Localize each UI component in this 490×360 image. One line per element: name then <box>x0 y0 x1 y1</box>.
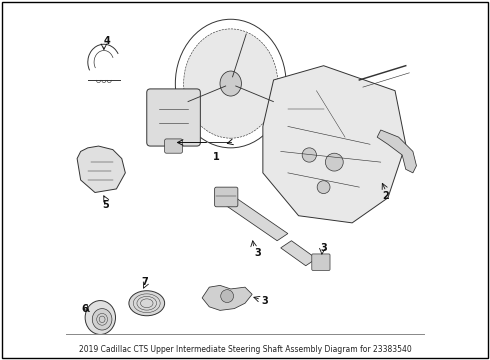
Circle shape <box>325 153 343 171</box>
Polygon shape <box>202 285 252 310</box>
Circle shape <box>220 290 234 302</box>
Text: 3: 3 <box>254 248 261 258</box>
Circle shape <box>317 181 330 194</box>
Text: 2019 Cadillac CTS Upper Intermediate Steering Shaft Assembly Diagram for 2338354: 2019 Cadillac CTS Upper Intermediate Ste… <box>78 345 412 354</box>
Polygon shape <box>377 130 416 173</box>
Text: 3: 3 <box>320 243 327 253</box>
Text: 2: 2 <box>383 191 390 201</box>
FancyBboxPatch shape <box>147 89 200 146</box>
FancyBboxPatch shape <box>165 139 182 153</box>
Polygon shape <box>263 66 406 223</box>
FancyBboxPatch shape <box>312 254 330 270</box>
Ellipse shape <box>92 309 112 330</box>
Polygon shape <box>281 241 317 266</box>
FancyBboxPatch shape <box>215 187 238 207</box>
Ellipse shape <box>184 29 278 138</box>
Text: 7: 7 <box>142 277 148 287</box>
Circle shape <box>302 148 317 162</box>
Polygon shape <box>220 194 288 241</box>
Text: 1: 1 <box>213 152 220 162</box>
Ellipse shape <box>129 291 165 316</box>
Text: 4: 4 <box>104 36 111 46</box>
Polygon shape <box>77 146 125 193</box>
Text: 6: 6 <box>82 303 88 314</box>
Text: 5: 5 <box>102 200 109 210</box>
Ellipse shape <box>220 71 242 96</box>
Ellipse shape <box>85 301 116 334</box>
Ellipse shape <box>175 19 286 148</box>
Text: 3: 3 <box>261 296 268 306</box>
